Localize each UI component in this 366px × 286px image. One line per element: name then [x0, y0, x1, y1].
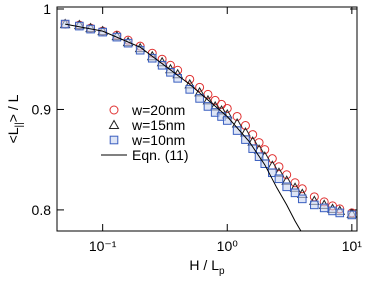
data-point	[240, 121, 250, 131]
data-point	[147, 53, 157, 63]
data-point	[328, 206, 337, 216]
data-point	[195, 82, 205, 92]
data-point	[157, 60, 167, 70]
data-point	[203, 89, 213, 99]
data-point	[290, 178, 300, 188]
y-tick-label: 0.8	[32, 202, 52, 218]
data-point	[232, 126, 242, 135]
data-point	[254, 138, 264, 148]
data-point	[260, 159, 270, 168]
data-point	[310, 200, 319, 210]
data-point	[319, 203, 329, 213]
data-point	[98, 27, 107, 37]
legend-marker	[109, 135, 119, 145]
data-point	[297, 194, 307, 204]
data-point	[185, 85, 195, 94]
data-point	[335, 208, 345, 218]
legend-label: Eqn. (11)	[132, 147, 189, 163]
y-tick-label: 0.9	[32, 101, 52, 117]
y-label-end: > / L	[5, 94, 21, 122]
data-point	[248, 144, 257, 153]
y-tick-label: 1	[43, 1, 51, 17]
plot-frame	[56, 6, 358, 232]
y-axis-label: <L||> / L	[5, 94, 25, 143]
x-tick-label: 10⁰	[217, 238, 239, 254]
data-point	[195, 94, 204, 103]
y-label-sub: ||	[14, 122, 25, 127]
data-point	[282, 182, 291, 192]
data-point	[203, 102, 213, 111]
y-label-text: <L	[5, 127, 21, 143]
legend-marker	[108, 119, 120, 129]
legend-label: w=20nm	[131, 102, 185, 118]
data-point	[185, 74, 195, 84]
x-tick-label: 10⁻¹	[89, 238, 117, 254]
fit-line	[65, 23, 302, 232]
x-tick-label: 10¹	[342, 238, 363, 254]
data-point	[260, 145, 270, 155]
data-point	[232, 111, 242, 121]
data-point	[210, 95, 220, 105]
legend-label: w=10nm	[131, 132, 185, 148]
x-axis-label: H / Lp	[189, 257, 225, 277]
data-point	[217, 99, 227, 109]
x-label-text: H / L	[189, 257, 219, 273]
data-point	[347, 210, 357, 220]
data-point	[282, 170, 292, 180]
data-point	[274, 174, 284, 184]
data-point	[241, 135, 250, 144]
data-point	[290, 188, 300, 198]
x-label-sub: p	[219, 266, 225, 277]
legend-label: w=15nm	[131, 117, 185, 133]
legend-marker	[109, 105, 119, 115]
data-point	[222, 116, 232, 125]
